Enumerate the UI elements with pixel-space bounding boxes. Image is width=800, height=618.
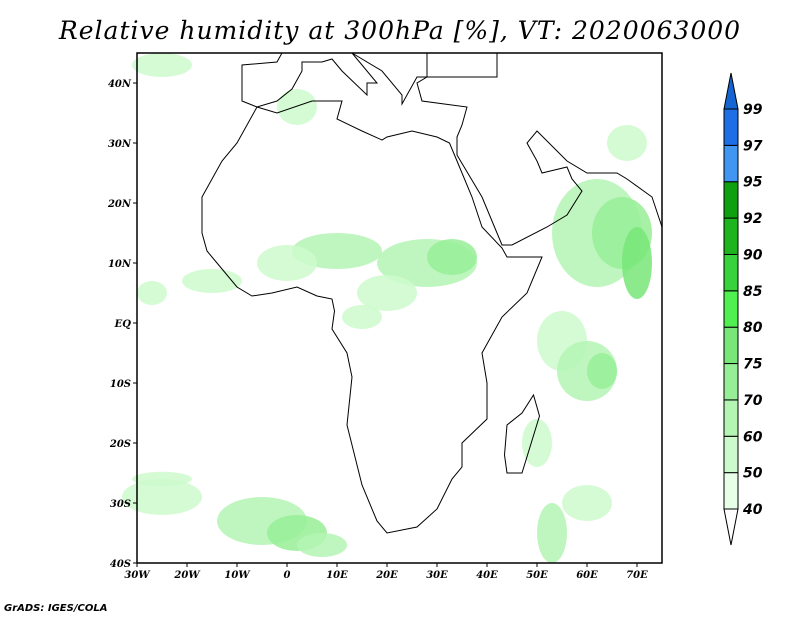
humidity-patch <box>622 227 652 299</box>
humidity-patch <box>297 533 347 557</box>
humidity-patch <box>132 471 192 487</box>
y-tick-label: EQ <box>114 319 132 330</box>
x-tick-label: 60E <box>576 570 598 581</box>
x-tick-label: 70E <box>626 570 648 581</box>
y-axis-ticks: 40S 30S 20S 10S EQ 10N 20N 30N 40N <box>107 79 137 570</box>
x-tick-label: 50E <box>526 570 548 581</box>
colorbar-label: 90 <box>743 247 763 263</box>
humidity-patch <box>257 245 317 281</box>
colorbar-label: 92 <box>743 211 762 227</box>
colorbar-bottom-arrow <box>723 508 739 546</box>
x-tick-label: 10E <box>326 570 348 581</box>
colorbar-label: 80 <box>743 320 763 336</box>
colorbar-segment <box>723 326 739 365</box>
x-tick-label: 0 <box>284 570 291 581</box>
x-tick-label: 30W <box>124 570 151 581</box>
y-tick-label: 20S <box>109 439 131 450</box>
colorbar-segment <box>723 290 739 328</box>
colorbar-segment <box>723 435 739 474</box>
grads-credit: GrADS: IGES/COLA <box>4 603 108 614</box>
colorbar-segment <box>723 108 739 146</box>
x-tick-label: 20E <box>375 570 398 581</box>
colorbar-segment <box>723 144 739 183</box>
colorbar-segment <box>723 217 739 255</box>
colorbar-label: 50 <box>743 466 763 482</box>
x-axis-ticks: 30W 20W 10W 0 10E 20E 30E 40E 50E 60E 70E <box>124 563 648 581</box>
colorbar: 40 50 60 70 75 80 85 90 92 95 97 99 <box>723 72 763 546</box>
humidity-patch <box>587 353 617 389</box>
humidity-patch <box>607 125 647 161</box>
humidity-patch <box>537 503 567 563</box>
y-tick-label: 10N <box>108 259 132 270</box>
colorbar-label: 70 <box>743 393 763 409</box>
humidity-patch <box>522 419 552 467</box>
colorbar-label: 75 <box>743 357 763 373</box>
colorbar-label: 99 <box>743 102 763 118</box>
x-tick-label: 10W <box>224 570 251 581</box>
colorbar-label: 85 <box>743 284 763 300</box>
colorbar-label: 60 <box>743 429 763 445</box>
humidity-patch <box>562 485 612 521</box>
colorbar-label: 97 <box>743 138 763 154</box>
colorbar-label: 40 <box>742 502 763 518</box>
coastline <box>503 393 541 474</box>
humidity-patch <box>122 479 202 515</box>
coastline <box>201 100 543 534</box>
colorbar-segment <box>723 253 739 292</box>
chart-title: Relative humidity at 300hPa [%], VT: 202… <box>58 16 742 45</box>
y-tick-label: 40S <box>110 559 131 570</box>
colorbar-segment <box>723 399 739 437</box>
humidity-patch <box>342 305 382 329</box>
map-frame <box>136 52 663 564</box>
coastline <box>241 52 428 108</box>
humidity-patch <box>132 53 192 77</box>
x-tick-label: 30E <box>426 570 448 581</box>
y-tick-label: 40N <box>108 79 132 90</box>
coastlines <box>201 52 663 534</box>
humidity-patch <box>357 275 417 311</box>
y-tick-label: 20N <box>107 199 132 210</box>
humidity-patch <box>277 89 317 125</box>
x-tick-label: 20W <box>173 570 201 581</box>
colorbar-top-arrow <box>723 72 739 110</box>
y-tick-label: 10S <box>110 379 131 390</box>
colorbar-segment <box>723 363 739 401</box>
y-tick-label: 30N <box>108 139 132 150</box>
humidity-patch <box>182 269 242 293</box>
humidity-patch <box>137 281 167 305</box>
colorbar-segment <box>723 181 739 219</box>
coastline <box>416 52 663 246</box>
humidity-field <box>122 53 652 563</box>
y-tick-label: 30S <box>110 499 131 510</box>
humidity-patch <box>427 239 477 275</box>
colorbar-segment <box>723 472 739 510</box>
x-tick-label: 40E <box>476 570 498 581</box>
colorbar-label: 95 <box>743 175 763 191</box>
